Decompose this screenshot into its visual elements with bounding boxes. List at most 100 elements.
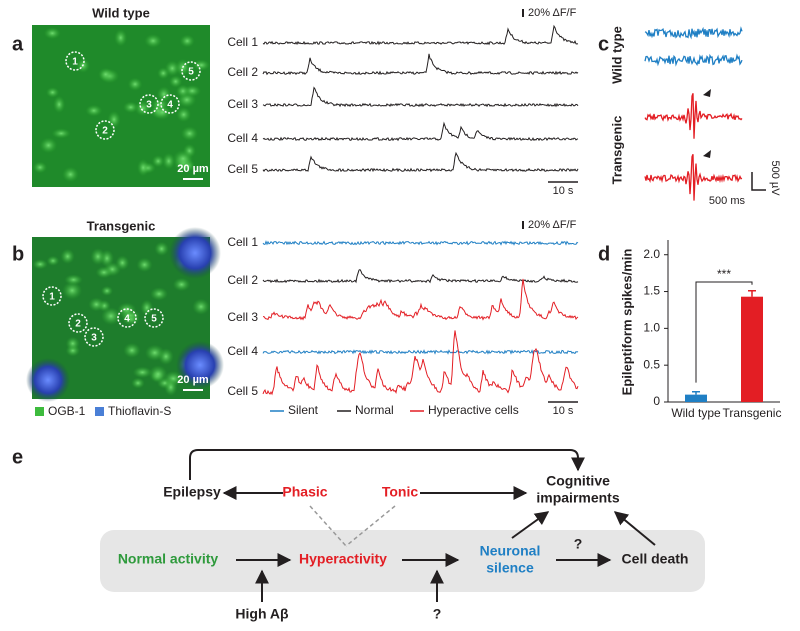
diagram-node: ? <box>574 536 583 552</box>
scale-label: 500 ms <box>709 195 746 207</box>
trace <box>262 268 579 284</box>
roi-label: 5 <box>188 67 194 78</box>
cell-body <box>173 149 194 168</box>
panel-title: Wild type <box>92 5 150 20</box>
micrograph <box>26 227 224 402</box>
trace-label: Cell 2 <box>227 65 258 79</box>
cell-body <box>64 274 83 286</box>
roi-label: 1 <box>49 292 55 303</box>
arrowhead <box>703 89 711 97</box>
cell-body <box>192 298 210 315</box>
x-tick-label: Wild type <box>671 406 721 420</box>
cell-body <box>154 241 169 256</box>
micrograph <box>32 25 210 187</box>
trace <box>262 24 579 46</box>
trace <box>262 349 579 355</box>
diagram-node: impairments <box>536 490 619 506</box>
roi-label: 2 <box>75 319 81 330</box>
legend-label: Normal <box>355 403 394 417</box>
plaque <box>26 358 70 402</box>
roi-label: 5 <box>151 314 157 325</box>
cell-body <box>117 302 137 317</box>
trace-label: Cell 1 <box>227 35 258 49</box>
legend-label: OGB-1 <box>48 404 86 418</box>
cell-body <box>45 87 60 98</box>
diagram <box>100 449 705 602</box>
cell-body <box>180 126 199 141</box>
arrowhead <box>703 150 711 158</box>
legend-swatch <box>35 407 44 416</box>
error-bar <box>692 390 700 395</box>
cell-body <box>169 75 183 88</box>
roi-label: 4 <box>124 314 130 325</box>
cell-body <box>179 34 195 48</box>
roi <box>68 313 88 333</box>
roi <box>42 286 62 306</box>
cell-body <box>62 166 79 183</box>
trace-label: Cell 4 <box>227 131 258 145</box>
roi <box>139 94 159 114</box>
diagram-node: High Aβ <box>235 606 289 622</box>
cell-body <box>151 155 165 168</box>
cell-body <box>164 378 178 396</box>
x-tick-label: Transgenic <box>723 406 782 420</box>
trace-label: Cell 2 <box>227 273 258 287</box>
y-tick-label: 0 <box>653 394 660 408</box>
cell-body <box>95 266 113 279</box>
scale-bar <box>751 172 766 191</box>
cell-body <box>107 110 121 129</box>
panel-label: c <box>598 33 609 55</box>
legend-label: Hyperactive cells <box>428 403 519 417</box>
error-bar <box>748 290 756 297</box>
roi <box>84 327 104 347</box>
cell-body <box>39 137 58 154</box>
y-axis-label: Epileptiform spikes/min <box>619 249 634 396</box>
cell-body <box>115 255 130 271</box>
trace <box>644 93 743 139</box>
cell-body <box>88 297 105 312</box>
cell-body <box>132 366 153 379</box>
cell-body <box>150 287 168 301</box>
cell-body <box>162 152 176 170</box>
scale-label: 10 s <box>553 185 574 197</box>
diagram-node: Normal activity <box>118 551 219 567</box>
panel-label: d <box>598 243 610 265</box>
trace-label: Cell 4 <box>227 344 258 358</box>
cell-body <box>127 77 143 91</box>
panel-label: b <box>12 243 24 265</box>
y-tick-label: 1.0 <box>643 321 660 335</box>
cell-body <box>134 100 151 117</box>
trace <box>262 53 579 76</box>
cell-body <box>175 84 190 98</box>
cell-body <box>32 161 48 174</box>
y-tick-label: 1.5 <box>643 284 660 298</box>
scale-label: 500 µV <box>769 160 781 196</box>
cell-body <box>90 248 106 266</box>
roi <box>181 61 201 81</box>
trace-label: Cell 5 <box>227 162 258 176</box>
cell-body <box>62 281 83 300</box>
roi <box>117 308 137 328</box>
cell-body <box>32 259 48 270</box>
trace <box>644 154 743 201</box>
cell-body <box>176 107 192 123</box>
cell-body <box>157 67 170 80</box>
cell-body <box>98 67 114 82</box>
cell-body <box>85 104 103 117</box>
trace <box>262 330 579 396</box>
panel-label: a <box>12 33 24 55</box>
diagram-node: Tonic <box>382 484 419 500</box>
group-label: Wild type <box>609 26 624 84</box>
roi <box>144 308 164 328</box>
roi <box>95 120 115 140</box>
cell-body <box>53 95 66 114</box>
roi-label: 2 <box>102 126 108 137</box>
cell-body <box>60 248 75 264</box>
cell-body <box>148 365 168 384</box>
scale-label: 20% ΔF/F <box>528 219 577 231</box>
cell-body <box>131 377 145 389</box>
cell-body <box>144 344 165 361</box>
cell-body <box>51 128 71 139</box>
scale-label: 20 µm <box>177 374 209 386</box>
trace <box>644 53 743 67</box>
